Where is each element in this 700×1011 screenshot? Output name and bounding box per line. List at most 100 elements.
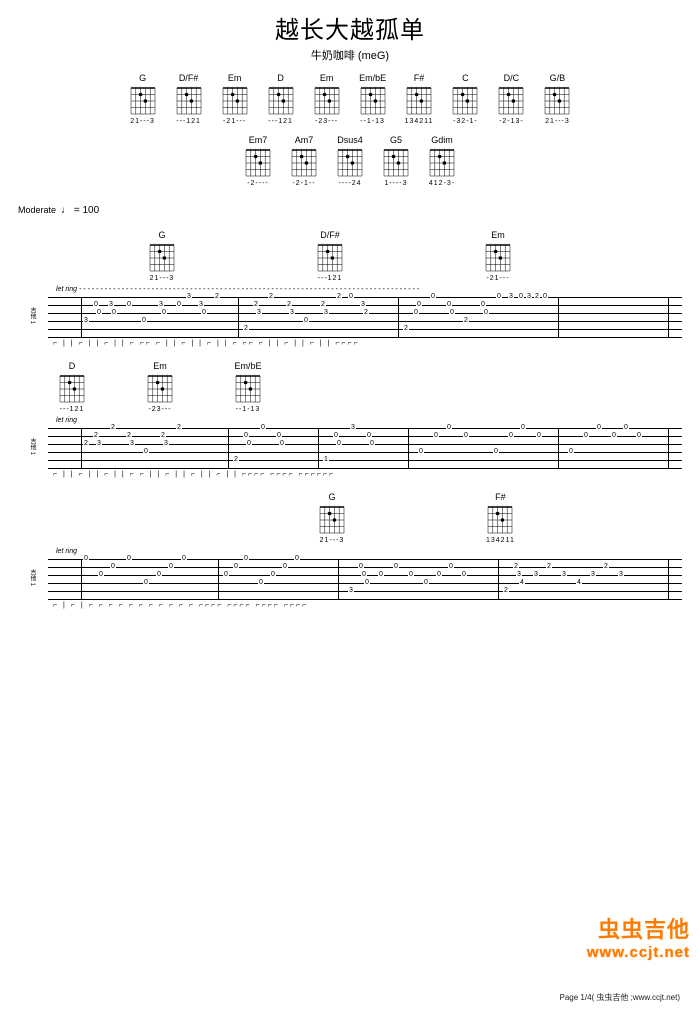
tab-number: 2 xyxy=(268,293,274,300)
tab-number: 2 xyxy=(513,563,519,570)
chord-fingering: -21--- xyxy=(486,275,509,282)
chord-name: Em xyxy=(491,230,505,240)
tab-number: 0 xyxy=(449,309,455,316)
chord-grid xyxy=(318,505,346,535)
tab-system: G21---3F#134211let ring吉他 10000000000000… xyxy=(18,492,682,609)
chord-fingering: --1-13 xyxy=(236,406,261,413)
chord-diagram: D/F#---121 xyxy=(175,73,203,125)
tab-number: 0 xyxy=(536,432,542,439)
chord-diagram: G21---3 xyxy=(148,230,176,282)
tab-number: 3 xyxy=(350,424,356,431)
tab-number: 3 xyxy=(256,309,262,316)
tab-number: 3 xyxy=(186,293,192,300)
tab-number: 0 xyxy=(430,293,436,300)
tab-number: 0 xyxy=(393,563,399,570)
barline xyxy=(398,297,399,337)
tab-number: 0 xyxy=(361,571,367,578)
chord-fingering: 21---3 xyxy=(320,537,345,544)
tab-number: 2 xyxy=(603,563,609,570)
tab-number: 0 xyxy=(176,301,182,308)
tab-number: 0 xyxy=(110,563,116,570)
tab-number: 0 xyxy=(433,432,439,439)
chord-name: D/F# xyxy=(179,73,199,83)
rhythm-notation: ⌐ | | ⌐ | | ⌐ | | ⌐ ⌐ | | ⌐ | | ⌐ | | ⌐ … xyxy=(53,471,682,478)
tab-number: 3 xyxy=(516,571,522,578)
tab-number: 3 xyxy=(348,587,354,594)
chord-grid xyxy=(221,86,249,116)
tab-number: 0 xyxy=(542,293,548,300)
tab-number: 0 xyxy=(126,555,132,562)
track-label: 吉他 1 xyxy=(28,438,37,455)
chord-grid xyxy=(146,374,174,404)
tab-number: 0 xyxy=(520,424,526,431)
tab-number: 0 xyxy=(333,432,339,439)
chord-grid xyxy=(313,86,341,116)
chord-grid xyxy=(543,86,571,116)
tab-number: 0 xyxy=(463,432,469,439)
tab-number: 0 xyxy=(223,571,229,578)
chord-fingering: ---121 xyxy=(268,118,293,125)
barline xyxy=(668,297,669,337)
chord-diagram: G21---3 xyxy=(318,492,346,544)
tab-number: 0 xyxy=(416,301,422,308)
chord-grid xyxy=(451,86,479,116)
tab-number: 0 xyxy=(181,555,187,562)
tab-lines: 223223023220000010030000000000000000 xyxy=(48,428,682,468)
song-subtitle: 牛奶咖啡 (meG) xyxy=(0,47,700,63)
chord-diagram: Em/bE--1-13 xyxy=(359,73,387,125)
tab-number: 0 xyxy=(413,309,419,316)
tab-number: 0 xyxy=(243,432,249,439)
tab-system: D---121Em-23---Em/bE--1-13let ring吉他 122… xyxy=(18,361,682,478)
tab-number: 0 xyxy=(408,571,414,578)
tab-number: 0 xyxy=(518,293,524,300)
page-footer: Page 1/4( 虫虫吉他 ;www.ccjt.net) xyxy=(560,992,680,1003)
chord-grid xyxy=(486,505,514,535)
chord-grid xyxy=(148,243,176,273)
chord-fingering: --1-13 xyxy=(360,118,385,125)
chord-name: D xyxy=(69,361,76,371)
chord-fingering: 412-3- xyxy=(429,180,455,187)
barline xyxy=(81,559,82,599)
tab-number: 2 xyxy=(253,301,259,308)
chord-grid xyxy=(484,243,512,273)
tab-number: 0 xyxy=(583,432,589,439)
barline xyxy=(238,297,239,337)
chord-grid xyxy=(129,86,157,116)
tab-number: 2 xyxy=(126,432,132,439)
chord-name: F# xyxy=(495,492,506,502)
tab-number: 3 xyxy=(323,309,329,316)
tab-number: 0 xyxy=(448,563,454,570)
tab-number: 0 xyxy=(156,571,162,578)
chord-fingering: -2-13- xyxy=(499,118,524,125)
barline xyxy=(318,428,319,468)
tab-number: 0 xyxy=(258,579,264,586)
chord-diagram: G21---3 xyxy=(129,73,157,125)
tab-number: 0 xyxy=(96,309,102,316)
tab-number: 2 xyxy=(320,301,326,308)
tab-number: 0 xyxy=(623,424,629,431)
tab-number: 0 xyxy=(111,309,117,316)
let-ring-marking: let ring xyxy=(56,417,682,424)
tab-number: 0 xyxy=(98,571,104,578)
chord-fingering: -23--- xyxy=(315,118,338,125)
chord-name: D xyxy=(277,73,284,83)
tab-number: 2 xyxy=(176,424,182,431)
tab-number: 0 xyxy=(378,571,384,578)
barline xyxy=(81,297,82,337)
tab-number: 0 xyxy=(141,317,147,324)
chord-diagram: Dsus4----24 xyxy=(336,135,364,187)
tab-system: G21---3D/F#---121Em-21---let ring - - - … xyxy=(18,230,682,347)
tab-number: 0 xyxy=(246,440,252,447)
chord-name: F# xyxy=(414,73,425,83)
chord-diagram: Em7-2---- xyxy=(244,135,272,187)
chord-diagram: D/F#---121 xyxy=(316,230,344,282)
chord-fingering: -2-1-- xyxy=(292,180,315,187)
tab-number: 2 xyxy=(336,293,342,300)
chord-name: G/B xyxy=(550,73,566,83)
tab-number: 0 xyxy=(596,424,602,431)
tab-number: 3 xyxy=(533,571,539,578)
tab-number: 0 xyxy=(143,448,149,455)
tab-number: 3 xyxy=(158,301,164,308)
tab-number: 2 xyxy=(286,301,292,308)
tab-number: 3 xyxy=(360,301,366,308)
